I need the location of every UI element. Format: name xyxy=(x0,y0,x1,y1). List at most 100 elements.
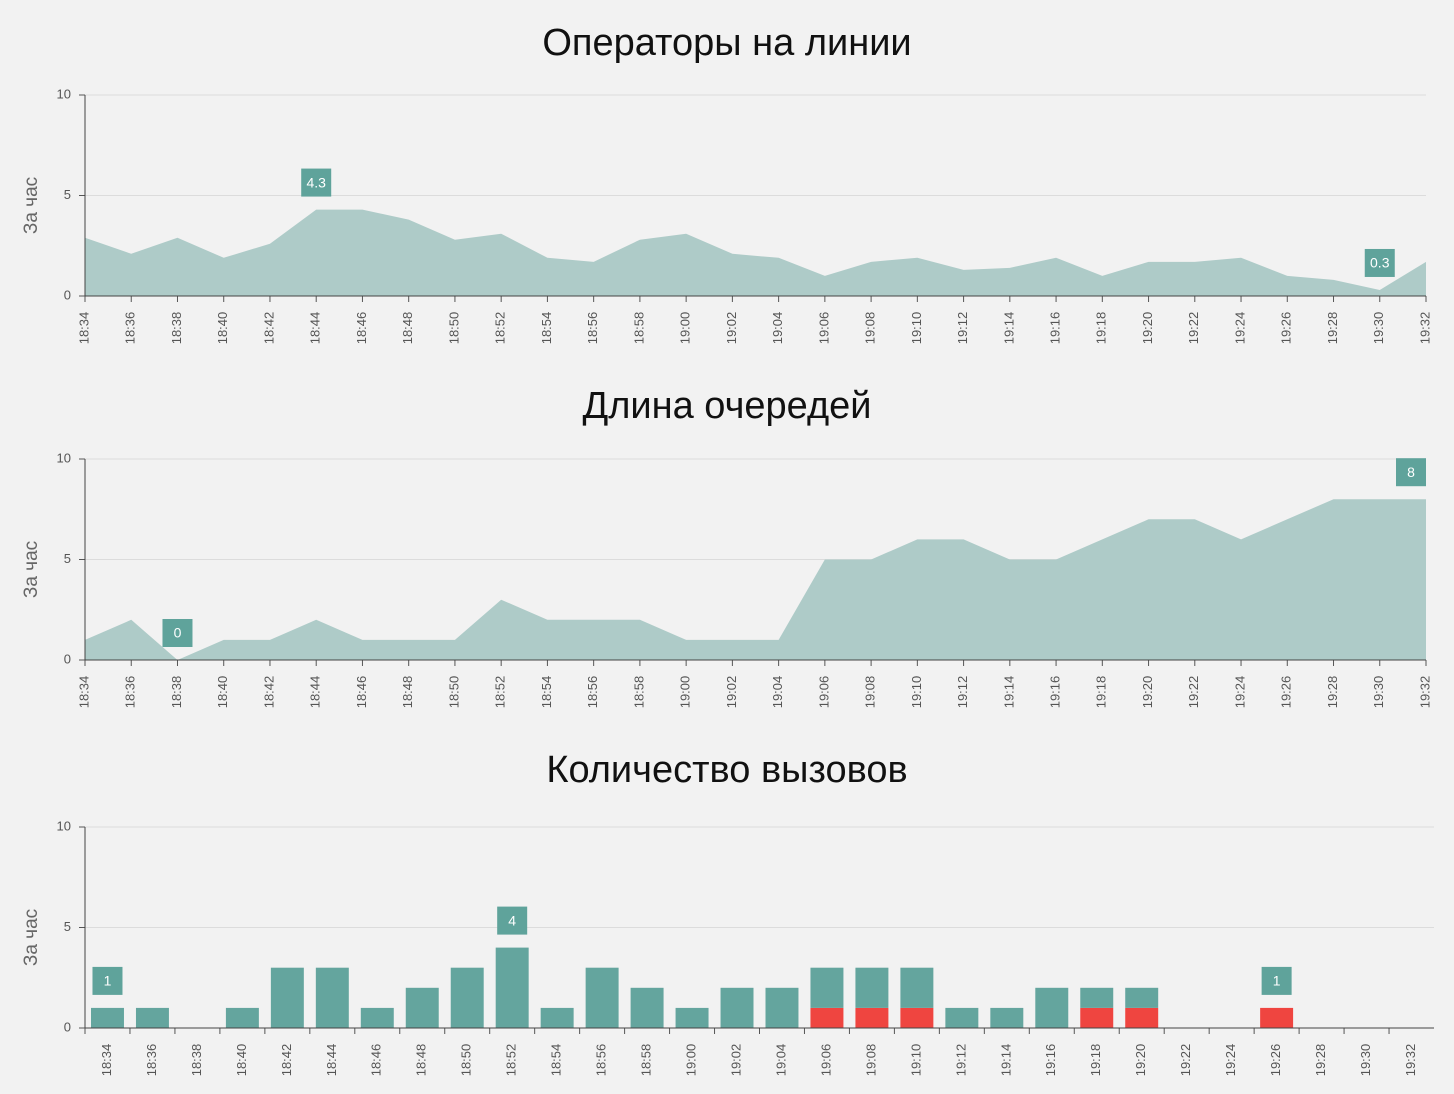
x-tick-label: 19:14 xyxy=(998,1044,1013,1077)
x-tick-label: 19:20 xyxy=(1133,1044,1148,1077)
x-tick-label: 19:02 xyxy=(724,676,739,709)
x-tick-label: 19:08 xyxy=(863,676,878,709)
x-tick-label: 19:28 xyxy=(1325,676,1340,709)
x-tick-label: 19:16 xyxy=(1048,312,1063,345)
value-label-box xyxy=(1364,248,1395,277)
x-tick-label: 19:26 xyxy=(1279,312,1294,345)
bar xyxy=(225,1007,259,1028)
x-tick-label: 18:50 xyxy=(446,676,461,709)
bar xyxy=(1080,1007,1114,1028)
bar xyxy=(675,1007,709,1028)
x-tick-label: 19:14 xyxy=(1001,676,1016,709)
x-tick-label: 18:40 xyxy=(234,1044,249,1077)
chart-title: Операторы на линии xyxy=(542,22,911,64)
y-tick-label: 5 xyxy=(64,187,71,202)
bar xyxy=(900,1007,934,1028)
value-label: 4.3 xyxy=(306,174,326,190)
x-tick-label: 19:32 xyxy=(1417,676,1432,709)
bar xyxy=(630,987,664,1028)
bar xyxy=(765,987,799,1028)
x-tick-label: 18:46 xyxy=(354,676,369,709)
bar xyxy=(1125,987,1159,1008)
value-label: 0 xyxy=(174,625,182,641)
x-tick-label: 19:16 xyxy=(1048,676,1063,709)
bar xyxy=(855,1007,889,1028)
x-tick-label: 19:28 xyxy=(1313,1044,1328,1077)
x-tick-label: 18:50 xyxy=(459,1044,474,1077)
value-label: 1 xyxy=(1273,973,1281,989)
x-tick-label: 18:38 xyxy=(169,312,184,345)
x-tick-label: 18:50 xyxy=(446,312,461,345)
value-label-box xyxy=(1261,966,1292,995)
x-tick-label: 19:04 xyxy=(770,312,785,345)
bar xyxy=(540,1007,574,1028)
x-tick-label: 18:52 xyxy=(493,312,508,345)
bar xyxy=(900,967,934,1008)
x-tick-label: 18:36 xyxy=(123,676,138,709)
x-tick-label: 18:46 xyxy=(354,312,369,345)
x-tick-label: 18:36 xyxy=(144,1044,159,1077)
x-tick-label: 19:32 xyxy=(1403,1044,1418,1077)
bar xyxy=(360,1007,394,1028)
x-tick-label: 18:34 xyxy=(76,676,91,709)
x-tick-label: 19:18 xyxy=(1088,1044,1103,1077)
x-tick-label: 19:24 xyxy=(1223,1044,1238,1077)
x-tick-label: 18:56 xyxy=(585,312,600,345)
bar xyxy=(990,1007,1024,1028)
value-label: 8 xyxy=(1407,464,1415,480)
x-tick-label: 18:44 xyxy=(324,1044,339,1077)
x-tick-label: 18:48 xyxy=(414,1044,429,1077)
value-label-box xyxy=(301,168,332,197)
x-tick-label: 19:00 xyxy=(678,312,693,345)
x-tick-label: 18:58 xyxy=(631,676,646,709)
x-tick-label: 19:30 xyxy=(1371,312,1386,345)
x-tick-label: 19:28 xyxy=(1325,312,1340,345)
x-tick-label: 19:08 xyxy=(863,312,878,345)
x-tick-label: 19:04 xyxy=(773,1044,788,1077)
y-axis-label: За час xyxy=(21,909,42,966)
bar xyxy=(450,967,484,1028)
bar xyxy=(720,987,754,1028)
x-tick-label: 18:54 xyxy=(549,1044,564,1077)
value-label: 0.3 xyxy=(1370,255,1390,271)
x-tick-label: 18:40 xyxy=(215,676,230,709)
x-tick-label: 18:44 xyxy=(308,676,323,709)
y-tick-label: 10 xyxy=(57,86,71,101)
value-label-box xyxy=(497,906,528,935)
x-tick-label: 19:06 xyxy=(818,1044,833,1077)
x-tick-label: 18:58 xyxy=(639,1044,654,1077)
value-label-box xyxy=(92,966,123,995)
bar xyxy=(810,967,844,1008)
x-tick-label: 19:02 xyxy=(724,312,739,345)
chart-title: Длина очередей xyxy=(582,385,871,427)
x-tick-label: 19:12 xyxy=(953,1044,968,1077)
x-tick-label: 19:26 xyxy=(1279,676,1294,709)
x-tick-label: 19:10 xyxy=(909,312,924,345)
x-tick-label: 19:04 xyxy=(770,676,785,709)
x-tick-label: 19:14 xyxy=(1001,312,1016,345)
x-tick-label: 19:12 xyxy=(955,676,970,709)
x-tick-label: 19:00 xyxy=(678,676,693,709)
y-tick-label: 0 xyxy=(64,287,71,302)
x-tick-label: 19:22 xyxy=(1178,1044,1193,1077)
x-tick-label: 18:52 xyxy=(504,1044,519,1077)
x-tick-label: 19:06 xyxy=(816,312,831,345)
x-tick-label: 19:22 xyxy=(1186,676,1201,709)
bar xyxy=(855,967,889,1008)
bar xyxy=(585,967,619,1028)
x-tick-label: 18:42 xyxy=(279,1044,294,1077)
y-tick-label: 10 xyxy=(57,818,71,833)
x-tick-label: 18:36 xyxy=(123,312,138,345)
bar xyxy=(1080,987,1114,1008)
x-tick-label: 19:10 xyxy=(909,676,924,709)
x-tick-label: 18:42 xyxy=(261,312,276,345)
y-axis-label: За час xyxy=(21,177,42,234)
x-tick-label: 18:56 xyxy=(585,676,600,709)
x-tick-label: 19:16 xyxy=(1043,1044,1058,1077)
y-axis-label: За час xyxy=(21,541,42,598)
x-tick-label: 19:18 xyxy=(1094,312,1109,345)
x-tick-label: 19:20 xyxy=(1140,676,1155,709)
bar xyxy=(1125,1007,1159,1028)
area xyxy=(85,499,1426,660)
